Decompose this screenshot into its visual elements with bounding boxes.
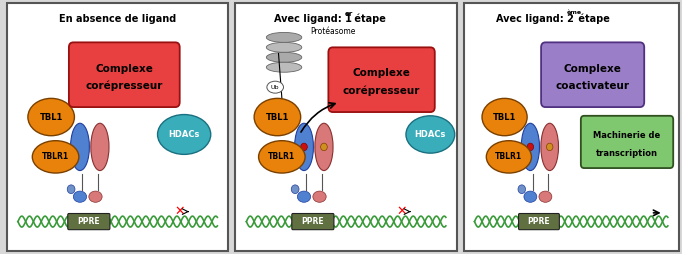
Ellipse shape	[266, 62, 301, 72]
Ellipse shape	[546, 143, 553, 151]
Ellipse shape	[406, 116, 455, 153]
Text: étape: étape	[576, 13, 610, 24]
Text: Complexe: Complexe	[564, 64, 621, 73]
FancyBboxPatch shape	[292, 214, 334, 230]
Text: ✕: ✕	[396, 205, 406, 218]
Ellipse shape	[321, 143, 327, 151]
Text: TBLR1: TBLR1	[268, 152, 295, 161]
Ellipse shape	[158, 115, 211, 154]
Ellipse shape	[539, 191, 552, 202]
Ellipse shape	[266, 42, 301, 52]
Ellipse shape	[518, 185, 526, 194]
FancyBboxPatch shape	[581, 116, 673, 168]
Text: PPRE: PPRE	[528, 217, 550, 226]
Ellipse shape	[89, 191, 102, 202]
Ellipse shape	[68, 185, 75, 194]
Ellipse shape	[70, 123, 89, 171]
FancyBboxPatch shape	[518, 214, 559, 230]
Text: TBLR1: TBLR1	[495, 152, 522, 161]
Ellipse shape	[91, 123, 109, 171]
Text: TBL1: TBL1	[493, 113, 516, 122]
Ellipse shape	[486, 141, 531, 173]
Text: Protéasome: Protéasome	[310, 27, 356, 36]
FancyBboxPatch shape	[68, 214, 110, 230]
Text: PPRE: PPRE	[78, 217, 100, 226]
FancyBboxPatch shape	[69, 42, 180, 107]
Text: HDACs: HDACs	[415, 130, 446, 139]
Text: étape: étape	[351, 13, 385, 24]
Text: Ub: Ub	[271, 85, 280, 90]
Text: En absence de ligand: En absence de ligand	[59, 14, 176, 24]
Ellipse shape	[267, 81, 284, 93]
Text: Machinerie de: Machinerie de	[593, 131, 661, 140]
Ellipse shape	[527, 143, 533, 151]
Ellipse shape	[266, 52, 301, 62]
Text: TBLR1: TBLR1	[42, 152, 69, 161]
Text: ✕: ✕	[175, 205, 185, 218]
Text: TBL1: TBL1	[266, 113, 289, 122]
Ellipse shape	[266, 33, 301, 42]
FancyBboxPatch shape	[541, 42, 644, 107]
Ellipse shape	[295, 123, 314, 171]
Ellipse shape	[524, 191, 537, 202]
Text: HDACs: HDACs	[168, 130, 200, 139]
FancyBboxPatch shape	[329, 47, 434, 112]
Ellipse shape	[254, 98, 301, 136]
Text: coactivateur: coactivateur	[556, 81, 629, 91]
Text: er: er	[345, 11, 353, 17]
Ellipse shape	[315, 123, 333, 171]
Ellipse shape	[541, 123, 559, 171]
Text: TBL1: TBL1	[40, 113, 63, 122]
Text: ème: ème	[567, 10, 582, 15]
Ellipse shape	[313, 191, 326, 202]
Ellipse shape	[521, 123, 539, 171]
Ellipse shape	[482, 98, 527, 136]
Text: Complexe: Complexe	[95, 64, 153, 73]
Ellipse shape	[301, 143, 308, 151]
FancyBboxPatch shape	[464, 3, 679, 251]
Text: Avec ligand: 2: Avec ligand: 2	[496, 14, 574, 24]
Ellipse shape	[291, 185, 299, 194]
Ellipse shape	[258, 141, 305, 173]
FancyBboxPatch shape	[7, 3, 228, 251]
Ellipse shape	[297, 191, 310, 202]
Text: corépresseur: corépresseur	[86, 81, 163, 91]
FancyBboxPatch shape	[235, 3, 457, 251]
Text: transcription: transcription	[596, 149, 658, 158]
Text: Complexe: Complexe	[353, 69, 411, 78]
Ellipse shape	[74, 191, 87, 202]
Ellipse shape	[28, 98, 74, 136]
Text: corépresseur: corépresseur	[343, 86, 420, 96]
Ellipse shape	[32, 141, 79, 173]
Text: PPRE: PPRE	[301, 217, 324, 226]
Text: Avec ligand: 1: Avec ligand: 1	[274, 14, 352, 24]
